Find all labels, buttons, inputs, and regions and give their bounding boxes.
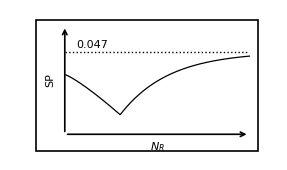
Text: 0.047: 0.047 <box>76 40 108 50</box>
Text: SP: SP <box>45 73 55 87</box>
Text: $N_R$: $N_R$ <box>150 140 164 154</box>
